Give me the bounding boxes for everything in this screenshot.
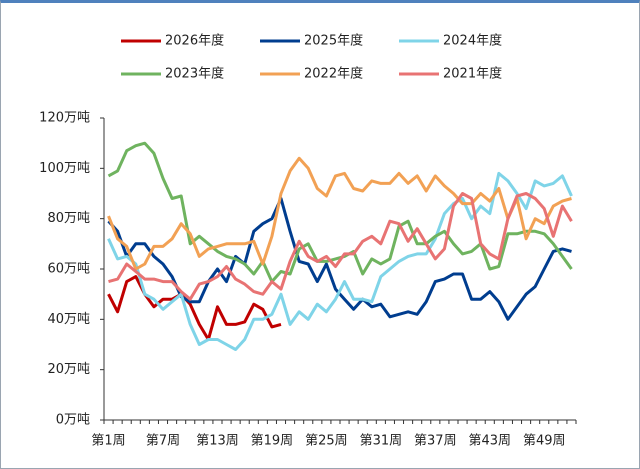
series-line [107,156,572,271]
y-tick-label: 0万吨 [56,413,90,428]
y-tick-label: 120万吨 [39,111,90,126]
series-line [107,275,282,341]
legend-label: 2026年度 [165,33,224,49]
legend-label: 2024年度 [443,33,502,49]
x-tick-label: 第1周 [91,434,125,449]
x-tick-label: 第7周 [146,434,180,449]
chart: 0万吨20万吨40万吨60万吨80万吨100万吨120万吨第1周 第7周 第13周第… [39,33,577,449]
legend-label: 2022年度 [304,66,363,82]
x-tick-label: 第25周 [305,434,348,449]
legend-label: 2023年度 [165,66,224,82]
x-tick-label: 第31周 [360,434,403,449]
x-tick-label: 第19周 [251,434,294,449]
x-tick-label: 第13周 [196,434,239,449]
y-tick-label: 60万吨 [47,262,90,277]
x-tick-label: 第37周 [414,434,457,449]
x-tick-label: 第43周 [468,434,511,449]
series-line [107,197,572,321]
series-line [108,192,573,301]
y-tick-label: 40万吨 [47,312,90,327]
x-tick-label: 第49周 [523,434,566,449]
y-tick-label: 20万吨 [47,362,90,377]
y-tick-label: 100万吨 [39,161,90,176]
y-tick-label: 80万吨 [47,211,90,226]
legend-label: 2025年度 [304,33,363,49]
legend-label: 2021年度 [443,66,502,82]
